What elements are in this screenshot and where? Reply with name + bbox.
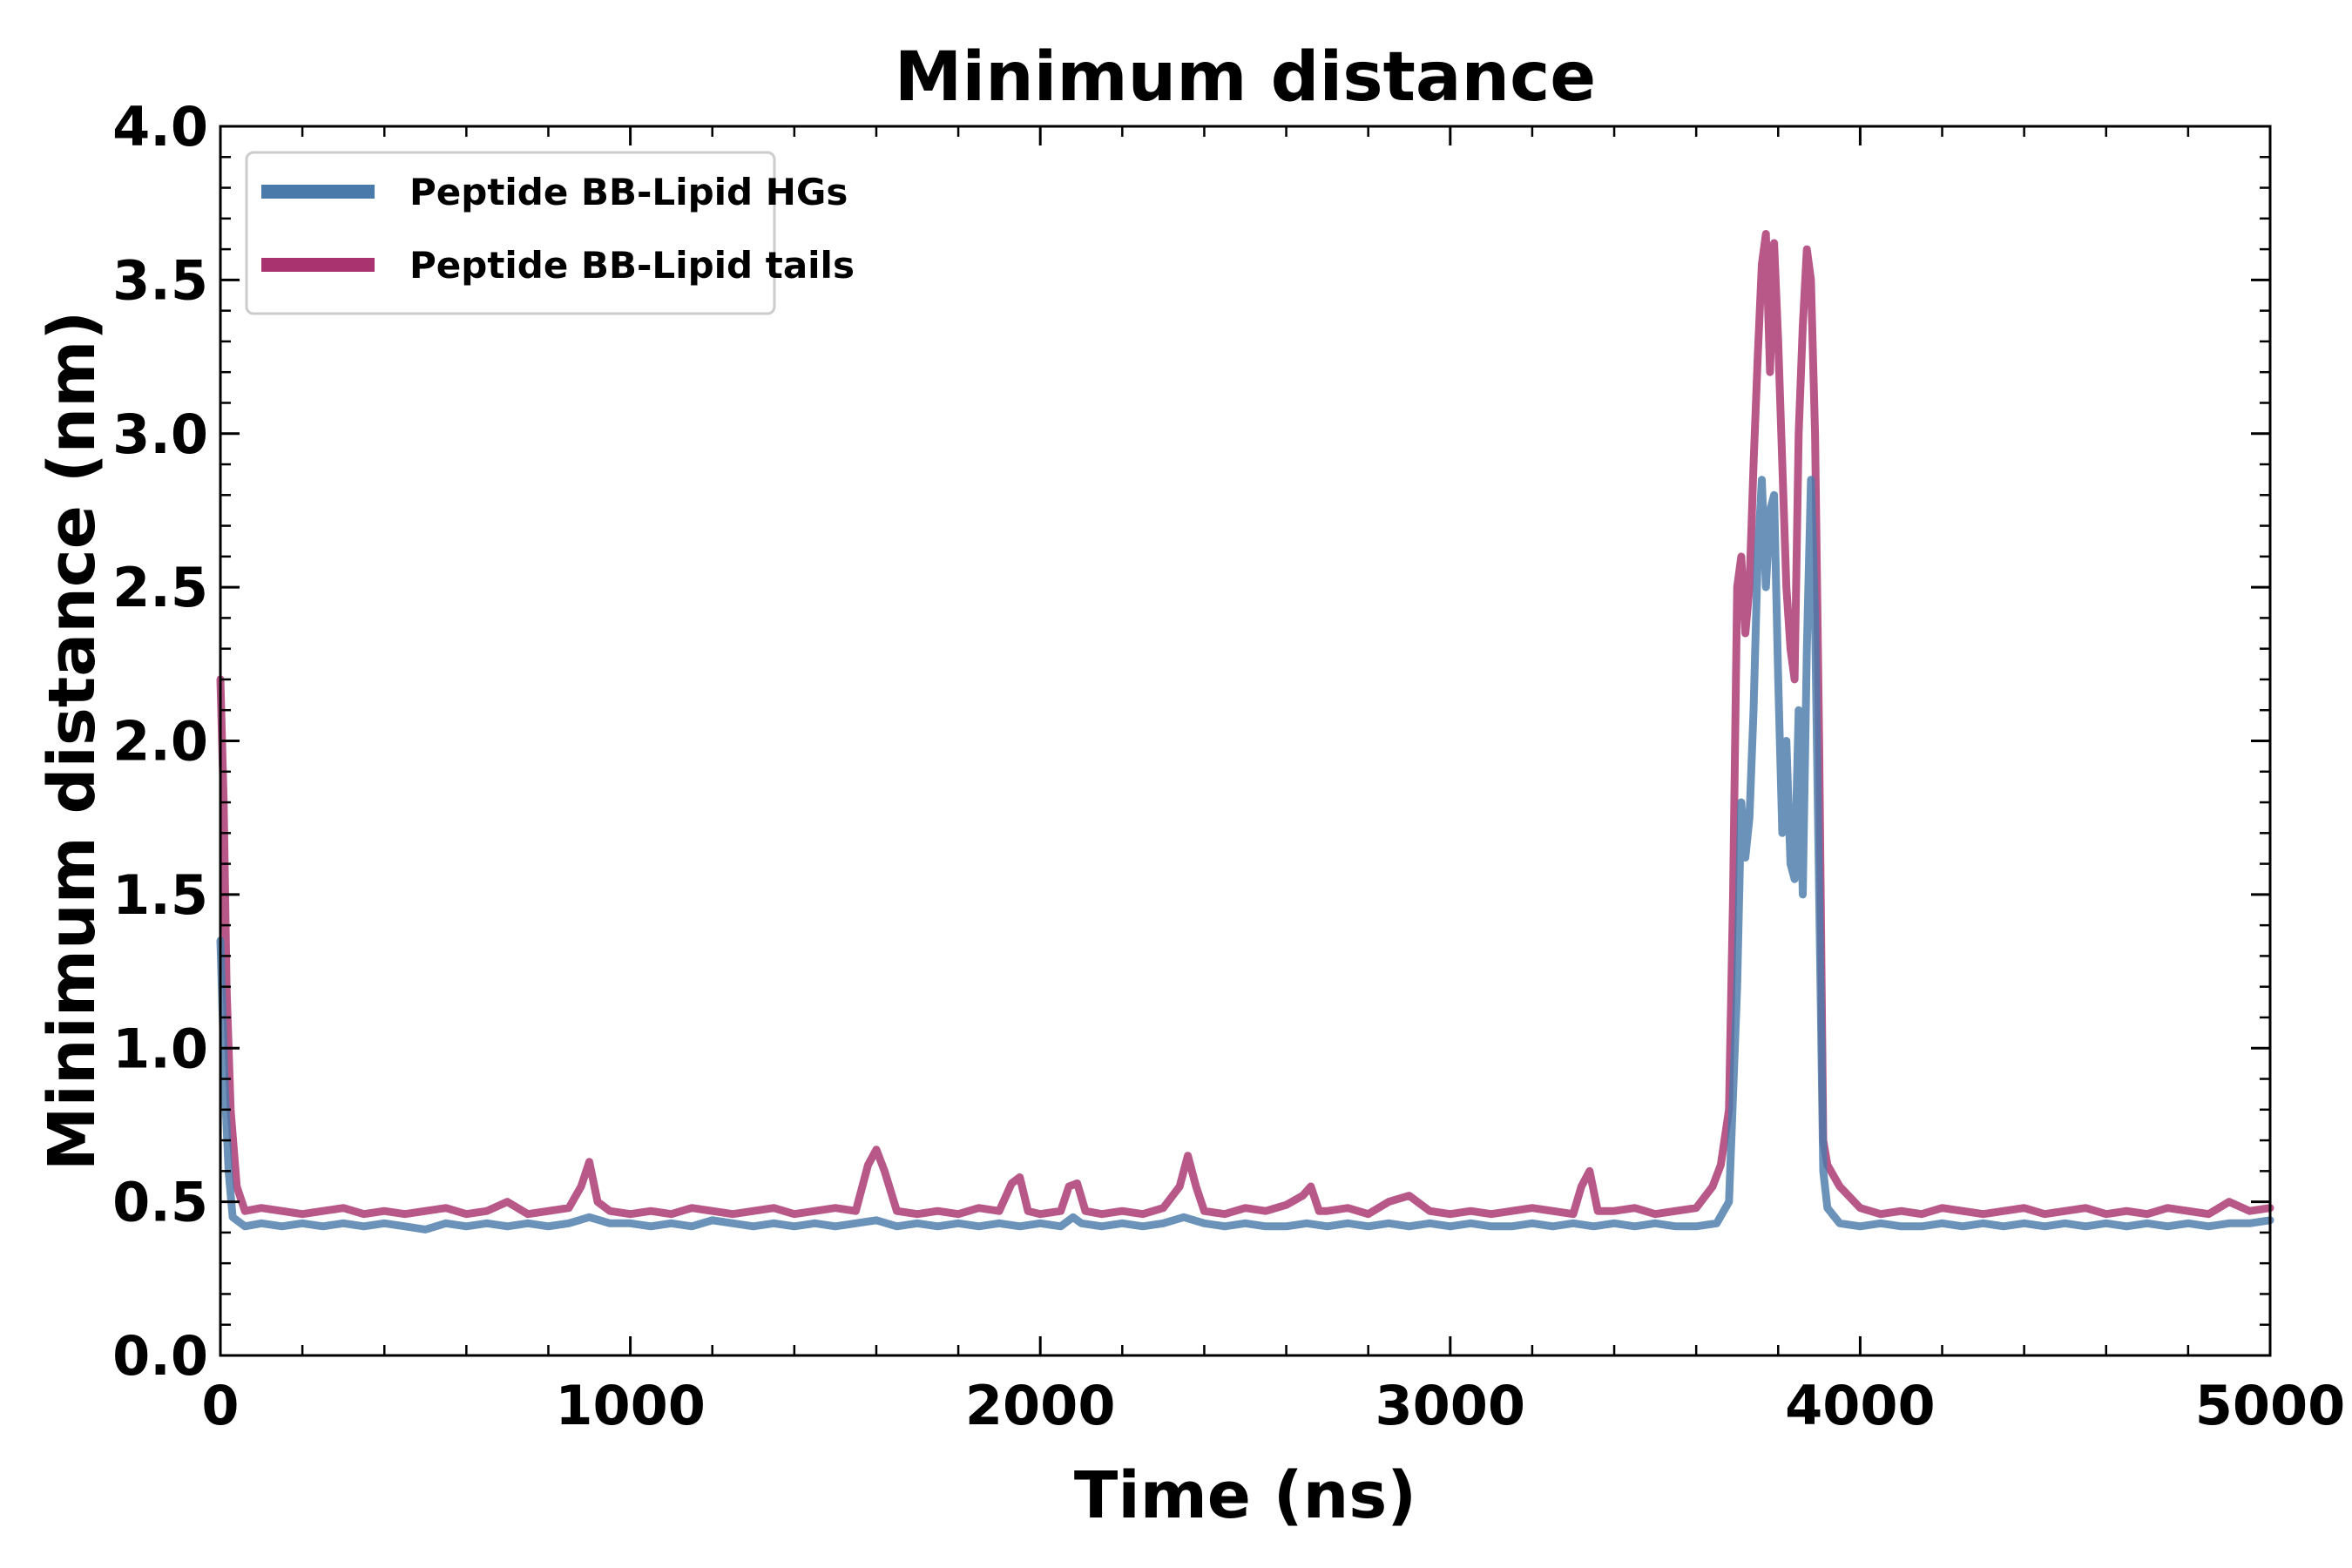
x-tick-label: 2000 xyxy=(965,1374,1116,1437)
y-tick-label: 1.0 xyxy=(112,1017,208,1080)
x-tick-label: 0 xyxy=(201,1374,239,1437)
y-tick-label: 0.0 xyxy=(112,1324,208,1388)
y-tick-label: 1.5 xyxy=(112,863,208,927)
y-tick-label: 2.5 xyxy=(112,556,208,619)
legend-box xyxy=(245,151,776,315)
ticks-layer: 0 1000 2000 3000 4000 5000 0.0 0.5 1.0 1.5 2.0 2.5 3… xyxy=(112,95,2345,1437)
series-line-tails xyxy=(216,230,2274,1219)
x-tick-label: 5000 xyxy=(2195,1374,2346,1437)
series-line-hgs xyxy=(216,476,2274,1233)
legend-label-tails: Peptide BB-Lipid tails xyxy=(409,244,855,287)
y-tick-label: 2.0 xyxy=(112,710,208,774)
y-axis-label: Minimum distance (nm) xyxy=(35,311,110,1171)
legend-label-hgs: Peptide BB-Lipid HGs xyxy=(409,171,848,213)
chart-title: Minimum distance xyxy=(895,38,1596,117)
series-layer xyxy=(216,230,2274,1233)
legend: Peptide BB-Lipid HGs Peptide BB-Lipid ta… xyxy=(245,151,855,315)
y-tick-label: 3.0 xyxy=(112,402,208,466)
x-tick-label: 1000 xyxy=(555,1374,706,1437)
x-axis-label: Time (ns) xyxy=(1074,1458,1416,1533)
y-tick-label: 4.0 xyxy=(112,95,208,159)
y-tick-label: 3.5 xyxy=(112,248,208,312)
x-tick-label: 3000 xyxy=(1375,1374,1526,1437)
plot-frame xyxy=(219,125,2272,1357)
y-tick-label: 0.5 xyxy=(112,1171,208,1234)
x-tick-label: 4000 xyxy=(1785,1374,1936,1437)
